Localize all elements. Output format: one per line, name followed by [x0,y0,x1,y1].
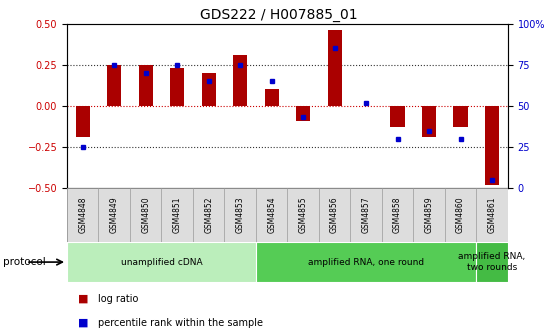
Text: amplified RNA,
two rounds: amplified RNA, two rounds [459,252,526,272]
Text: GSM4852: GSM4852 [204,197,213,233]
Text: GSM4856: GSM4856 [330,197,339,234]
Text: GSM4859: GSM4859 [425,197,434,234]
Text: percentile rank within the sample: percentile rank within the sample [98,318,263,328]
Bar [485,106,499,185]
Bar [328,30,341,106]
Bar [233,55,247,106]
Text: ■: ■ [78,318,89,328]
Bar [67,242,256,282]
Bar [107,65,121,106]
Text: GSM4848: GSM4848 [78,197,87,233]
Bar [296,106,310,121]
Bar [256,242,477,282]
Text: GSM4849: GSM4849 [110,197,119,234]
Text: GSM4854: GSM4854 [267,197,276,234]
Text: protocol: protocol [3,257,46,267]
Bar [170,68,184,106]
Bar [477,242,508,282]
Text: GSM4851: GSM4851 [172,197,182,233]
Text: GSM4861: GSM4861 [488,197,497,233]
Text: log ratio: log ratio [98,294,138,304]
Text: amplified RNA, one round: amplified RNA, one round [308,258,424,266]
Bar [391,106,405,127]
Bar [138,65,153,106]
Text: GSM4858: GSM4858 [393,197,402,233]
Bar [76,106,90,137]
Text: unamplified cDNA: unamplified cDNA [121,258,202,266]
Text: GSM4860: GSM4860 [456,197,465,234]
Text: GSM4850: GSM4850 [141,197,150,234]
Bar [454,106,468,127]
Text: GSM4855: GSM4855 [299,197,307,234]
Bar [264,89,278,106]
Text: GSM4853: GSM4853 [235,197,244,234]
Text: ■: ■ [78,294,89,304]
Bar [201,73,216,106]
Text: GSM4857: GSM4857 [362,197,371,234]
Bar [422,106,436,137]
Text: GDS222 / H007885_01: GDS222 / H007885_01 [200,8,358,23]
